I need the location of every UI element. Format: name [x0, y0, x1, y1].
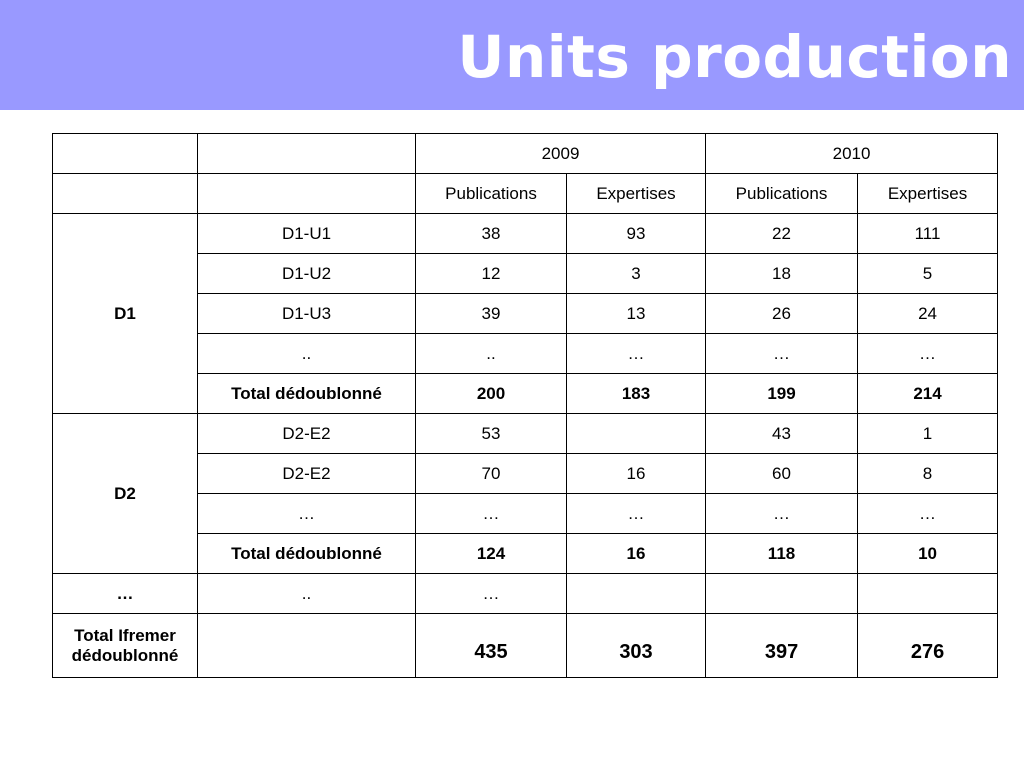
table-cell: 18 [705, 253, 859, 294]
table-cell: 22 [705, 213, 859, 254]
total-label: Total dédoublonné [197, 533, 416, 574]
column-header: Publications [705, 173, 859, 214]
table-cell: 53 [415, 413, 567, 454]
table-row: .. .. … … … [53, 333, 999, 374]
table-cell [565, 573, 707, 614]
unit-label: .. [197, 573, 416, 614]
empty-cell [197, 173, 416, 214]
table-cell [857, 573, 999, 614]
unit-label: D2-E2 [197, 453, 416, 494]
unit-label: D1-U1 [197, 213, 416, 254]
unit-label: D1-U3 [197, 293, 416, 334]
table-cell: 24 [857, 293, 999, 334]
table-cell: … [705, 493, 859, 534]
grand-total-label: Total Ifremer dédoublonné [52, 613, 198, 678]
grand-total-cell: 303 [565, 613, 707, 678]
total-cell: 200 [415, 373, 567, 414]
table-cell: 12 [415, 253, 567, 294]
unit-label: D1-U2 [197, 253, 416, 294]
domain-label: … [52, 573, 198, 614]
title-bar: Units production [0, 0, 1024, 110]
table-cell: … [565, 333, 707, 374]
table-cell: 3 [565, 253, 707, 294]
table-row: D1-U3 39 13 26 24 [53, 293, 999, 334]
table-row: D2-E2 70 16 60 8 [53, 453, 999, 494]
empty-cell [52, 133, 198, 174]
table-cell: … [705, 333, 859, 374]
column-header: Expertises [857, 173, 999, 214]
total-label: Total dédoublonné [197, 373, 416, 414]
total-cell: 183 [565, 373, 707, 414]
table-cell: 60 [705, 453, 859, 494]
table-cell: … [857, 493, 999, 534]
table-cell: … [565, 493, 707, 534]
table-cell: 1 [857, 413, 999, 454]
table-cell: 93 [565, 213, 707, 254]
grand-total-row: Total Ifremer dédoublonné 435 303 397 27… [52, 613, 999, 678]
table-cell: .. [415, 333, 567, 374]
domain-label: D2 [52, 413, 198, 574]
total-cell: 214 [857, 373, 999, 414]
table-cell: 5 [857, 253, 999, 294]
table-cell: 38 [415, 213, 567, 254]
table-cell: 111 [857, 213, 999, 254]
total-cell: 124 [415, 533, 567, 574]
column-header: Publications [415, 173, 567, 214]
grand-total-cell: 435 [415, 613, 567, 678]
table-cell: 26 [705, 293, 859, 334]
table-row: … .. … [52, 573, 999, 614]
empty-cell [197, 133, 416, 174]
total-cell: 16 [565, 533, 707, 574]
table-cell [705, 573, 859, 614]
total-cell: 10 [857, 533, 999, 574]
table-row: … … … … … [53, 493, 999, 534]
empty-cell [197, 613, 416, 678]
table-cell: 8 [857, 453, 999, 494]
total-cell: 199 [705, 373, 859, 414]
total-row: Total dédoublonné 124 16 118 10 [53, 533, 999, 574]
table-cell: 43 [705, 413, 859, 454]
page-title: Units production [457, 23, 1012, 91]
grand-total-cell: 276 [857, 613, 999, 678]
table-row: D1 D1-U1 38 93 22 111 [52, 213, 999, 414]
table-cell: … [415, 573, 567, 614]
year-header: 2010 [705, 133, 999, 174]
table-cell: … [415, 493, 567, 534]
table-row: D2 D2-E2 53 43 1 [52, 413, 999, 574]
table-cell: 70 [415, 453, 567, 494]
table-cell: 13 [565, 293, 707, 334]
column-header-row: Publications Expertises Publications Exp… [52, 173, 999, 214]
total-cell: 118 [705, 533, 859, 574]
domain-label: D1 [52, 213, 198, 414]
unit-label: D2-E2 [197, 413, 416, 454]
empty-cell [52, 173, 198, 214]
column-header: Expertises [565, 173, 707, 214]
year-header-row: 2009 2010 [52, 133, 999, 174]
table-cell: 39 [415, 293, 567, 334]
table-cell: 16 [565, 453, 707, 494]
unit-label: … [197, 493, 416, 534]
grand-total-cell: 397 [705, 613, 859, 678]
total-row: Total dédoublonné 200 183 199 214 [53, 373, 999, 414]
table-cell: … [857, 333, 999, 374]
year-header: 2009 [414, 133, 707, 174]
table-cell [565, 413, 707, 454]
unit-label: .. [197, 333, 416, 374]
table-row: D1-U2 12 3 18 5 [53, 253, 999, 294]
production-table: 2009 2010 Publications Expertises Public… [52, 133, 999, 678]
